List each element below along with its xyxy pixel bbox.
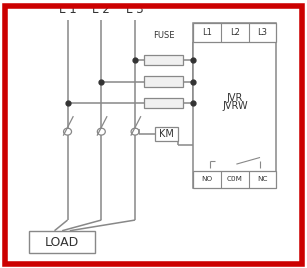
Text: KM: KM (159, 129, 174, 139)
Text: L2: L2 (230, 28, 240, 37)
Bar (193, 23, 276, 42)
Text: NC: NC (257, 176, 268, 183)
Text: FUSE: FUSE (154, 31, 175, 40)
Bar (193, 23, 276, 188)
Text: L 2: L 2 (92, 3, 110, 16)
Bar (144, 98, 183, 108)
Text: NO: NO (202, 176, 213, 183)
Text: JVRW: JVRW (222, 101, 248, 111)
Text: L 3: L 3 (126, 3, 144, 16)
Bar (193, 171, 276, 188)
Text: L3: L3 (258, 28, 267, 37)
Bar (29, 231, 95, 253)
Text: C0M: C0M (227, 176, 243, 183)
Text: L 1: L 1 (59, 3, 76, 16)
Text: L1: L1 (202, 28, 212, 37)
Bar (144, 55, 183, 65)
Text: JVR: JVR (227, 93, 243, 103)
Bar (155, 127, 178, 142)
Text: LOAD: LOAD (45, 236, 79, 248)
Bar (144, 76, 183, 87)
